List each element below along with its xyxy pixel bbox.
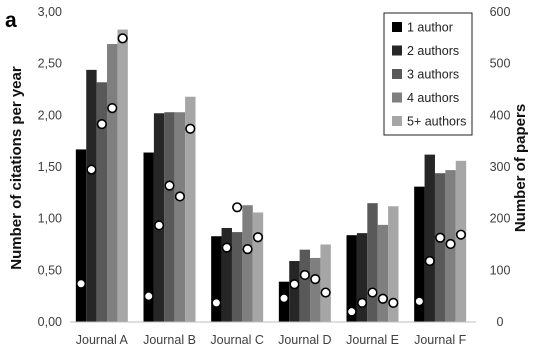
legend-swatch [392,22,402,32]
papers-marker [232,202,243,213]
papers-marker [252,232,264,243]
bar [231,232,243,322]
y2-tick-label: 300 [490,160,511,174]
papers-marker [299,269,310,281]
y-tick-label: 1,00 [38,212,62,226]
bar [185,96,196,322]
papers-marker [367,287,378,298]
bar [211,236,222,322]
legend-label: 2 authors [407,44,459,58]
panel-label: a [5,9,17,32]
y-tick-label: 0,50 [38,263,62,277]
papers-marker [388,297,399,308]
bar [289,261,300,322]
papers-marker [310,274,321,285]
papers-marker [185,123,196,134]
right-y-axis-ticks: 0 100 200 300 400 500 600 [490,5,511,329]
papers-marker [107,102,118,114]
y-tick-label: 2,50 [38,57,62,71]
papers-marker [414,296,425,307]
y2-tick-label: 600 [490,5,511,19]
x-tick-label: Journal E [346,333,399,347]
papers-marker [143,291,154,302]
bar [164,112,175,322]
papers-marker [424,255,435,267]
x-tick-label: Journal C [210,333,264,347]
y2-tick-label: 200 [490,212,511,226]
x-axis-categories: Journal A Journal B Journal C Journal D Jour… [76,333,467,347]
x-tick-label: Journal F [414,333,466,347]
y-tick-label: 2,00 [38,108,62,122]
bar [310,257,321,322]
papers-marker [357,297,368,308]
legend-label: 3 authors [407,68,459,82]
papers-marker [346,306,357,317]
y2-tick-label: 400 [490,108,511,122]
y-tick-label: 1,50 [38,160,62,174]
bar [320,244,331,322]
bar [346,235,357,322]
bar [174,112,186,322]
y2-tick-label: 100 [490,263,511,277]
legend-swatch [392,92,402,103]
bar [153,113,165,323]
bar [221,227,232,322]
papers-marker [242,244,253,255]
bar [252,212,264,322]
x-tick-label: Journal D [278,333,332,347]
bar [434,173,446,322]
legend-swatch [392,69,402,79]
bar [86,69,97,322]
papers-marker [221,242,232,253]
y-tick-label: 3,00 [38,5,62,19]
bar [143,152,154,322]
bar [96,82,108,323]
papers-marker [455,229,467,240]
bar [75,149,87,322]
left-y-axis-ticks: 0,00 0,50 1,00 1,50 2,00 2,50 3,00 [38,5,62,329]
legend-label: 5+ authors [407,115,466,129]
bar [388,206,399,322]
papers-marker [154,220,165,231]
papers-marker [117,33,128,44]
bar [414,186,425,322]
papers-markers [75,33,467,317]
x-tick-label: Journal B [143,333,196,347]
legend-swatch [392,116,402,126]
papers-marker [75,278,87,289]
papers-marker [278,293,290,304]
papers-marker [211,297,222,308]
papers-marker [289,279,300,290]
bar [356,233,368,322]
y2-tick-label: 500 [490,57,511,71]
papers-marker [320,287,331,298]
bar [299,249,311,322]
left-y-axis-title: Number of citations per year [8,66,25,270]
bar [424,154,435,322]
y2-tick-label: 0 [497,315,504,329]
papers-marker [445,238,456,250]
papers-marker [86,164,97,175]
legend-swatch [392,45,402,56]
bar [455,160,467,322]
bar [377,224,389,322]
bar [242,205,253,322]
papers-marker [435,232,446,243]
papers-marker [377,293,389,304]
bar [107,44,118,323]
y-tick-label: 0,00 [38,315,62,329]
bar [367,203,378,322]
papers-marker [174,191,185,202]
papers-marker [164,180,175,191]
right-y-axis-title: Number of papers [512,104,529,232]
legend-label: 1 author [407,21,453,35]
legend: 1 author 2 authors 3 authors 4 authors 5+ au… [383,12,473,136]
bar [117,29,128,323]
x-tick-label: Journal A [76,333,129,347]
papers-marker [96,119,107,130]
legend-label: 4 authors [407,91,459,105]
